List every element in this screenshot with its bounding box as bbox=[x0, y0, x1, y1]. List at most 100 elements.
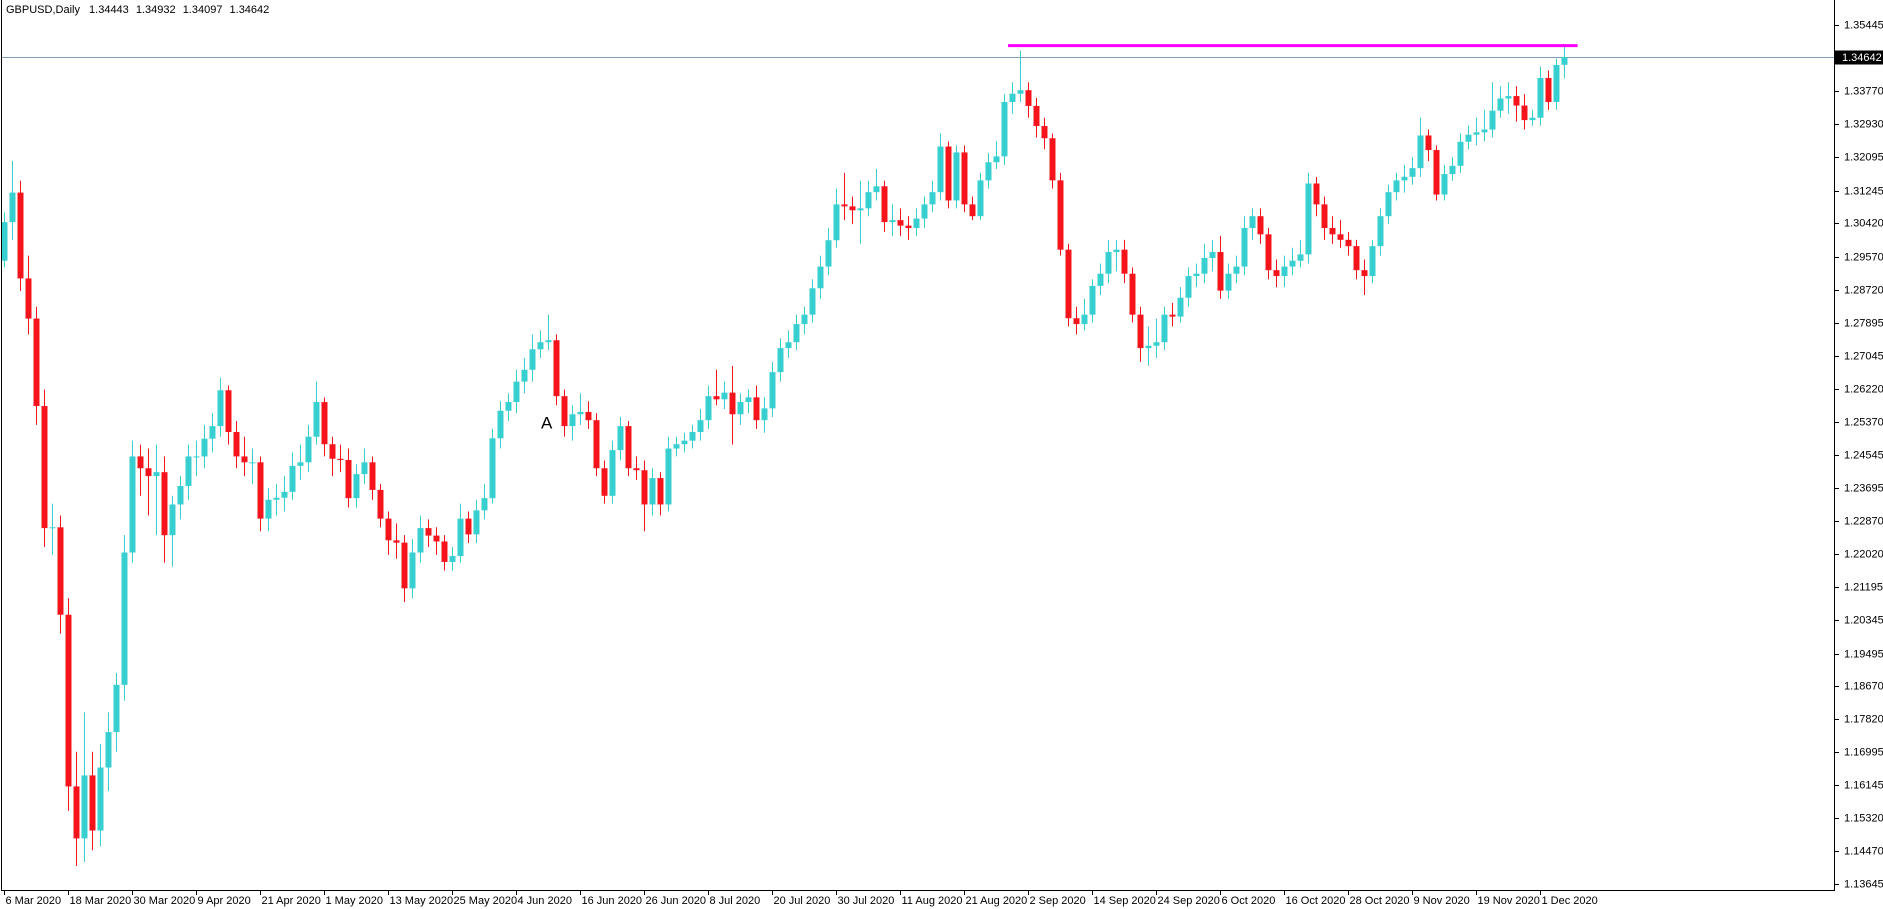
candle-body bbox=[785, 342, 792, 349]
candle-body bbox=[17, 192, 24, 279]
candle-body bbox=[73, 786, 80, 839]
candle-body bbox=[545, 340, 552, 343]
candle-body bbox=[665, 448, 672, 505]
candle-body bbox=[1241, 228, 1248, 267]
candle-body bbox=[1393, 180, 1400, 193]
candle-body bbox=[385, 518, 392, 541]
x-tick-label: 21 Aug 2020 bbox=[966, 895, 1028, 907]
y-tick-label: 1.21195 bbox=[1844, 581, 1883, 593]
candle-body bbox=[897, 220, 904, 226]
y-tick-label: 1.35445 bbox=[1844, 19, 1883, 31]
candle-body bbox=[1065, 249, 1072, 319]
y-tick-label: 1.32930 bbox=[1844, 118, 1883, 130]
candle-body bbox=[1177, 297, 1184, 317]
candle-body bbox=[233, 432, 240, 457]
y-tick-label: 1.13645 bbox=[1844, 878, 1883, 890]
y-tick-label: 1.24545 bbox=[1844, 449, 1883, 461]
candle-body bbox=[113, 684, 120, 733]
candle-body bbox=[433, 535, 440, 542]
candle-body bbox=[257, 462, 264, 519]
candle-body bbox=[441, 541, 448, 562]
candle-body bbox=[577, 411, 584, 415]
candle-body bbox=[825, 240, 832, 267]
candle-body bbox=[449, 556, 456, 562]
candle-body bbox=[1009, 93, 1016, 102]
candle-body bbox=[1249, 216, 1256, 229]
candle-body bbox=[225, 390, 232, 433]
y-tick-label: 1.20345 bbox=[1844, 614, 1883, 626]
x-tick-label: 28 Oct 2020 bbox=[1350, 895, 1410, 907]
candle-body bbox=[1, 222, 8, 261]
candle-body bbox=[201, 438, 208, 457]
candle-body bbox=[1329, 228, 1336, 235]
candle-body bbox=[1217, 252, 1224, 291]
x-tick-label: 18 Mar 2020 bbox=[70, 895, 132, 907]
candle-body bbox=[689, 432, 696, 441]
y-tick-label: 1.32095 bbox=[1844, 151, 1883, 163]
candle-body bbox=[25, 278, 32, 319]
candle-body bbox=[1505, 96, 1512, 99]
y-tick-label: 1.28720 bbox=[1844, 284, 1883, 296]
candle-body bbox=[1097, 273, 1104, 286]
candle-body bbox=[1233, 266, 1240, 274]
candle-body bbox=[721, 392, 728, 400]
candle-body bbox=[457, 518, 464, 557]
candle-body bbox=[1529, 117, 1536, 121]
x-tick-label: 30 Mar 2020 bbox=[134, 895, 196, 907]
x-tick-label: 1 Dec 2020 bbox=[1542, 895, 1598, 907]
candle-body bbox=[681, 440, 688, 445]
candle-body bbox=[537, 342, 544, 350]
candle-body bbox=[401, 542, 408, 589]
candle-body bbox=[833, 204, 840, 241]
candle-body bbox=[1465, 134, 1472, 142]
candle-body bbox=[1545, 77, 1552, 102]
candle-body bbox=[625, 426, 632, 469]
candle-body bbox=[129, 456, 136, 553]
x-tick-label: 16 Jun 2020 bbox=[582, 895, 643, 907]
candle-body bbox=[1153, 342, 1160, 346]
candle-body bbox=[985, 162, 992, 181]
candle-body bbox=[865, 192, 872, 209]
candle-body bbox=[1385, 192, 1392, 217]
candle-body bbox=[873, 186, 880, 193]
candle-body bbox=[641, 470, 648, 505]
candle-body bbox=[1473, 132, 1480, 135]
candle-body bbox=[249, 462, 256, 464]
candle-body bbox=[609, 450, 616, 496]
candle-body bbox=[753, 397, 760, 421]
y-tick-label: 1.15320 bbox=[1844, 812, 1883, 824]
candle-body bbox=[1105, 252, 1112, 274]
y-tick-label: 1.33770 bbox=[1844, 85, 1883, 97]
y-tick-label: 1.16145 bbox=[1844, 779, 1883, 791]
candle-body bbox=[145, 468, 152, 477]
candle-body bbox=[81, 775, 88, 839]
candle-body bbox=[177, 485, 184, 505]
y-tick-label: 1.25370 bbox=[1844, 416, 1883, 428]
candle-body bbox=[657, 478, 664, 505]
x-tick-label: 9 Nov 2020 bbox=[1414, 895, 1470, 907]
candle-body bbox=[529, 349, 536, 370]
x-tick-label: 11 Aug 2020 bbox=[902, 895, 963, 907]
candle-body bbox=[1377, 216, 1384, 247]
candle-body bbox=[209, 426, 216, 439]
x-tick-label: 2 Sep 2020 bbox=[1030, 895, 1086, 907]
chart-header: GBPUSD,Daily 1.34443 1.34932 1.34097 1.3… bbox=[6, 4, 269, 16]
y-tick-label: 1.31245 bbox=[1844, 185, 1883, 197]
candle-body bbox=[1209, 252, 1216, 258]
candle-body bbox=[1561, 57, 1568, 65]
candle-body bbox=[1281, 266, 1288, 277]
candle-body bbox=[105, 732, 112, 768]
x-tick-label: 6 Oct 2020 bbox=[1222, 895, 1276, 907]
x-tick-label: 24 Sep 2020 bbox=[1158, 895, 1220, 907]
candle-body bbox=[97, 767, 104, 831]
candle-body bbox=[169, 504, 176, 536]
candle-body bbox=[889, 220, 896, 223]
x-tick-label: 13 May 2020 bbox=[390, 895, 454, 907]
candle-body bbox=[417, 528, 424, 553]
candle-body bbox=[633, 468, 640, 471]
candle-body bbox=[921, 204, 928, 219]
candle-body bbox=[1273, 270, 1280, 277]
candle-body bbox=[1513, 96, 1520, 106]
candle-body bbox=[1361, 270, 1368, 277]
